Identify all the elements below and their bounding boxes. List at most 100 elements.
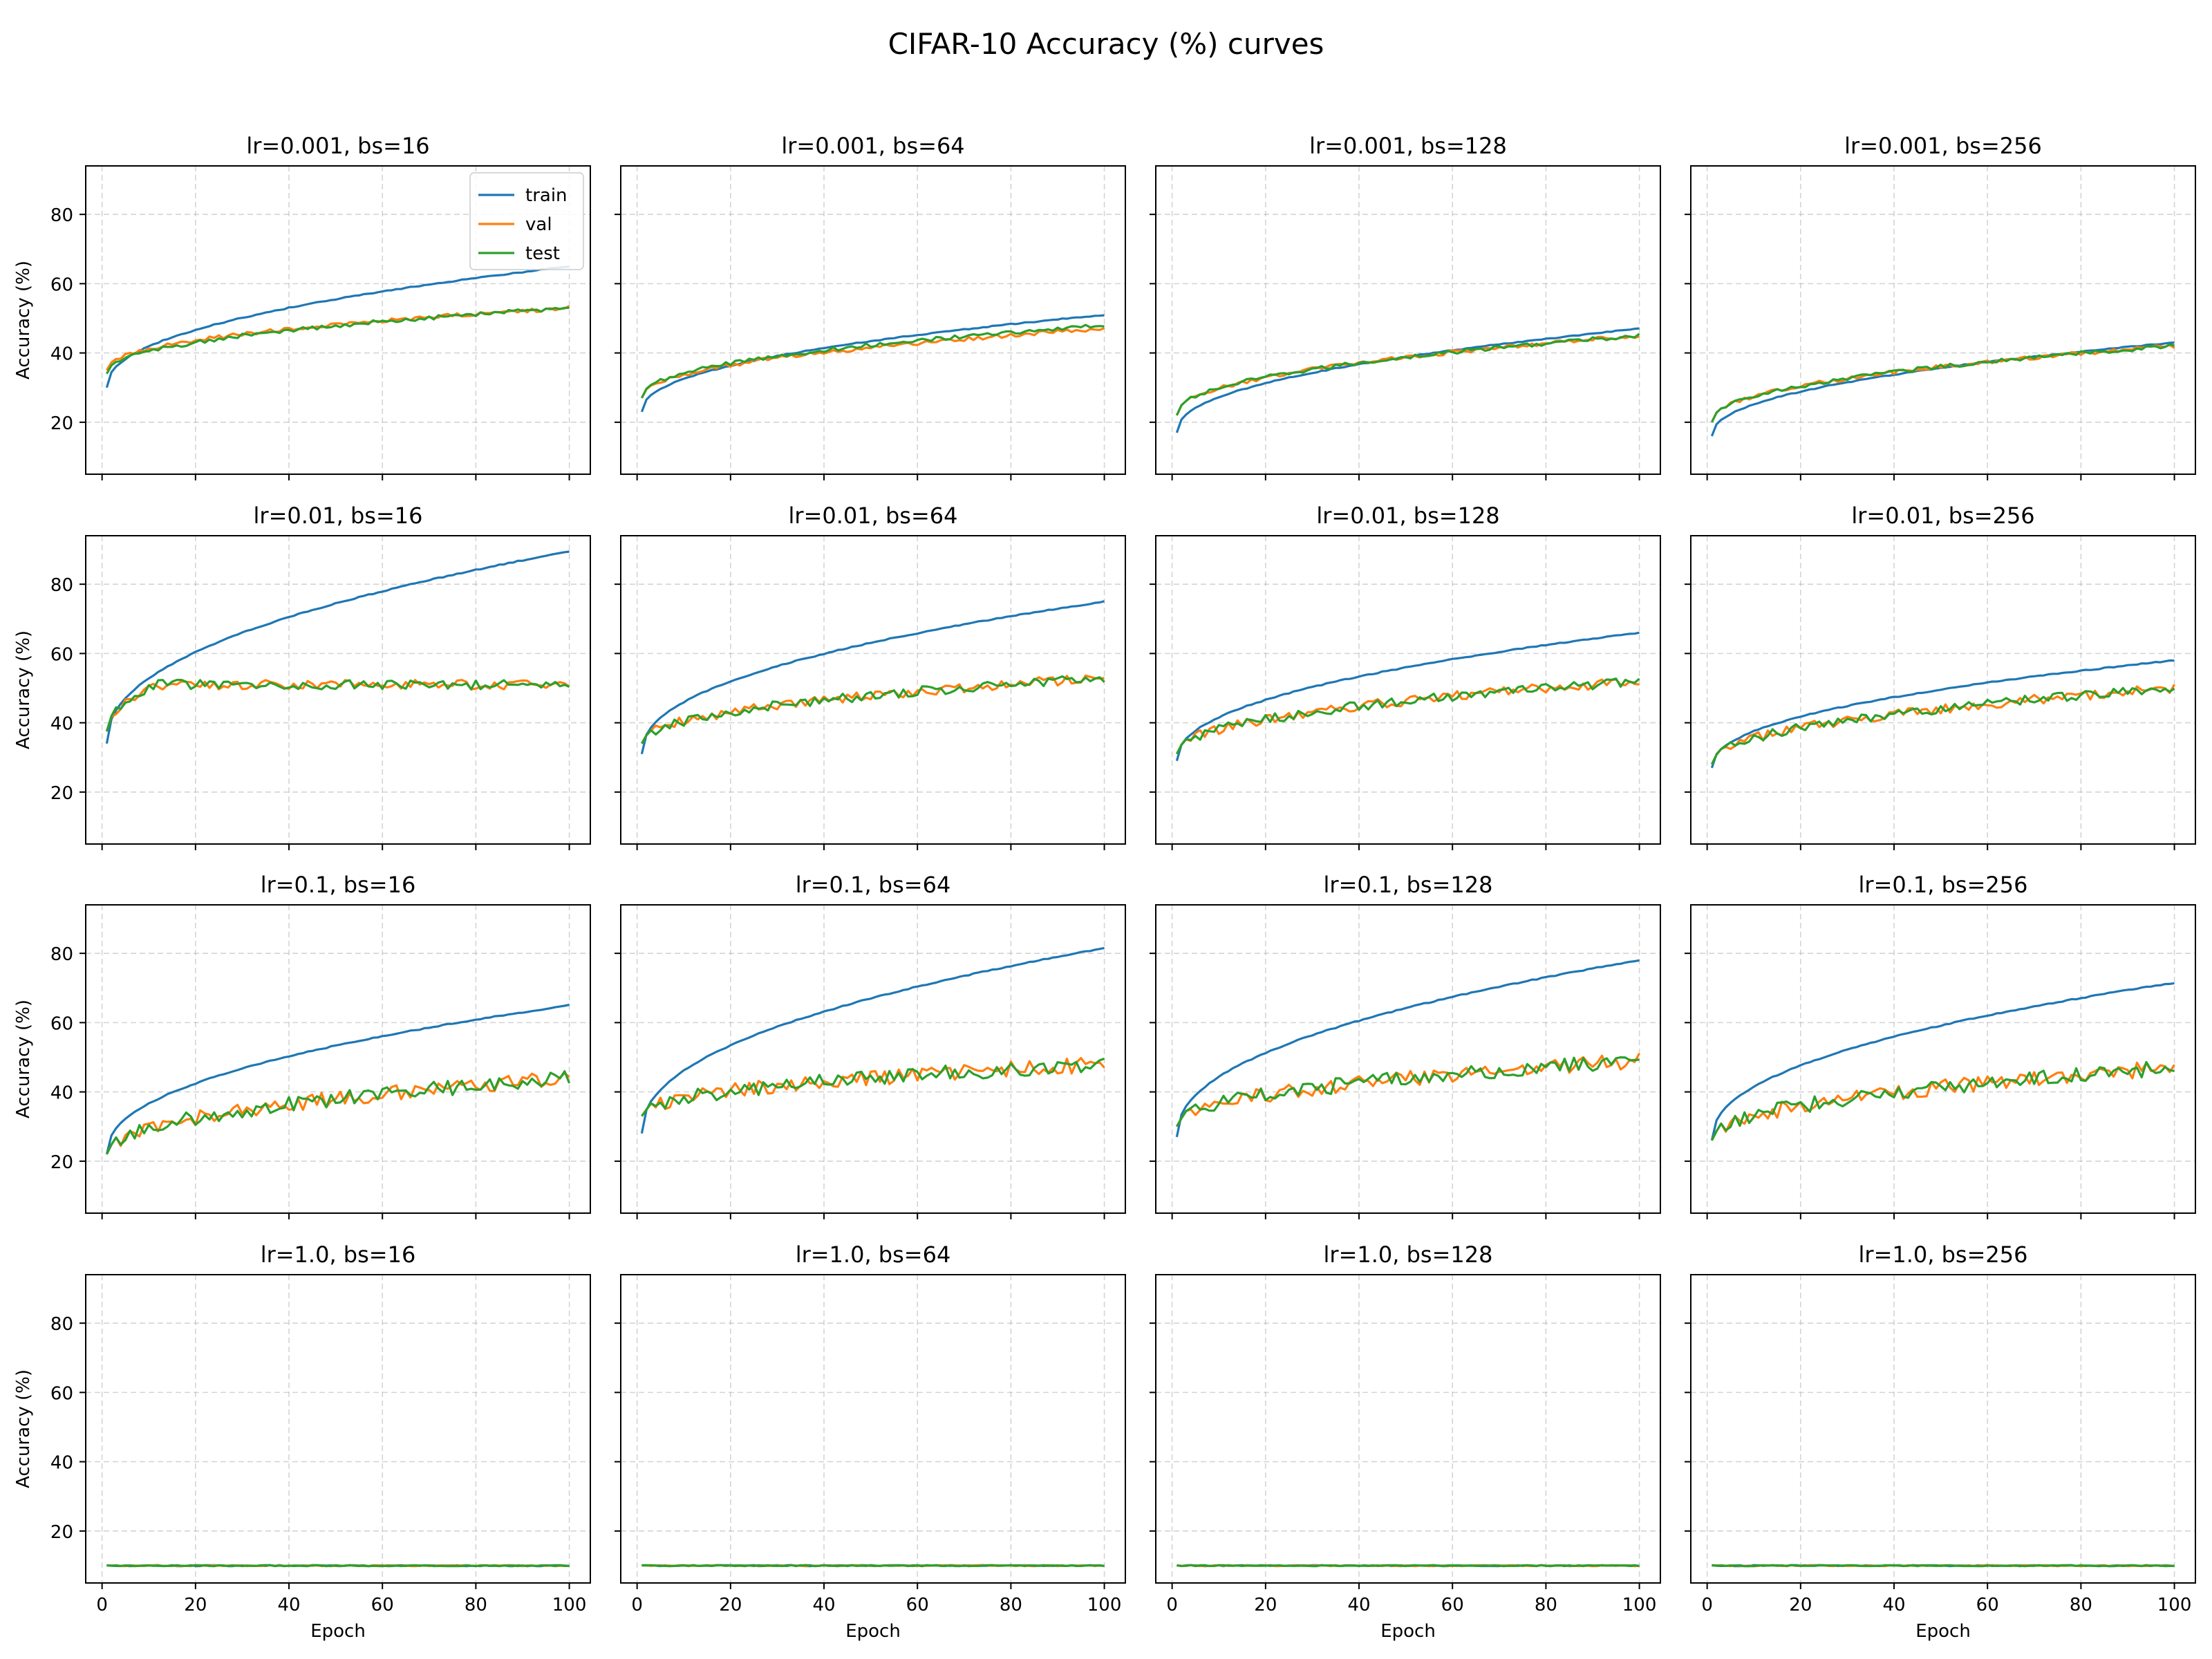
subplot-title: lr=1.0, bs=64 (796, 1241, 951, 1268)
series-line-train (640, 946, 1105, 1134)
x-tick-label: 0 (1701, 1595, 1713, 1615)
subplot-grid: lr=0.001, bs=16 20 40 60 80 Accuracy (%) train… (13, 133, 2196, 1642)
series-line-val (105, 1071, 570, 1155)
subplot: lr=1.0, bs=16 20 40 60 80 Accuracy (%) 0 20 40 60… (13, 1241, 591, 1642)
x-axis-label: Epoch (1915, 1621, 1971, 1642)
y-tick-label: 20 (50, 1522, 73, 1543)
axes-frame (620, 904, 1126, 1214)
series-line-train (1710, 982, 2175, 1141)
y-tick-label: 20 (50, 413, 73, 434)
x-tick-label: 60 (1441, 1595, 1464, 1615)
subplot: lr=0.001, bs=16 20 40 60 80 Accuracy (%) train… (13, 133, 591, 480)
axes-frame (1690, 1274, 2196, 1584)
x-axis-label: Epoch (845, 1621, 901, 1642)
x-tick-label: 80 (1535, 1595, 1557, 1615)
x-tick-label: 60 (906, 1595, 929, 1615)
x-tick-label: 20 (184, 1595, 207, 1615)
subplot-title: lr=0.001, bs=16 (246, 133, 429, 159)
subplot-title: lr=0.01, bs=128 (1316, 503, 1499, 529)
series-line-test (106, 306, 570, 375)
axes-frame (620, 535, 1126, 845)
axes-frame (85, 904, 591, 1214)
series-line-test (641, 675, 1105, 744)
subplot: lr=0.1, bs=64 (615, 872, 1126, 1219)
series-line-train (640, 314, 1105, 413)
subplot: lr=0.01, bs=16 20 40 60 80 Accuracy (%) (13, 503, 591, 850)
y-tick-label: 60 (50, 644, 73, 665)
legend-box (469, 172, 584, 270)
y-tick-label: 80 (50, 1314, 73, 1335)
x-axis-label: Epoch (310, 1621, 366, 1642)
series-line-test (106, 1564, 570, 1568)
x-tick-label: 20 (1789, 1595, 1812, 1615)
series-line-val (640, 327, 1105, 399)
x-tick-label: 80 (465, 1595, 487, 1615)
x-tick-label: 60 (1976, 1595, 1999, 1615)
y-axis-label: Accuracy (%) (13, 261, 34, 379)
y-tick-label: 20 (50, 1152, 73, 1173)
series-line-test (641, 1564, 1105, 1568)
series-line-train (105, 550, 570, 744)
series-line-train (1175, 631, 1640, 762)
y-tick-label: 40 (50, 714, 73, 735)
subplot: lr=0.1, bs=128 (1150, 872, 1661, 1219)
y-tick-label: 40 (50, 344, 73, 365)
y-axis-label: Accuracy (%) (13, 1000, 34, 1118)
series-line-val (1176, 1053, 1641, 1127)
legend-label: test (525, 243, 560, 264)
x-tick-label: 80 (2070, 1595, 2092, 1615)
axes-frame (1155, 535, 1661, 845)
axes-frame (620, 165, 1126, 475)
subplot: lr=1.0, bs=256 0 20 40 60 80 100 Epoch (1685, 1241, 2196, 1642)
series-line-val (641, 674, 1105, 744)
legend: train val test (469, 172, 584, 270)
x-tick-label: 100 (2157, 1595, 2192, 1615)
y-tick-label: 40 (50, 1083, 73, 1104)
series-line-train (105, 265, 570, 388)
series-line-test (641, 1057, 1105, 1117)
x-axis-label: Epoch (1380, 1621, 1436, 1642)
series-line-test (1710, 686, 2175, 765)
y-tick-label: 60 (50, 274, 73, 295)
series-line-test (105, 1070, 571, 1155)
y-tick-label: 80 (50, 944, 73, 965)
axes-frame (85, 165, 591, 475)
subplot-title: lr=0.001, bs=128 (1309, 133, 1507, 159)
legend-label: train (525, 185, 568, 206)
axes-frame (85, 535, 591, 845)
x-tick-label: 20 (1254, 1595, 1277, 1615)
series-line-val (641, 1057, 1105, 1117)
subplot: lr=1.0, bs=64 0 20 40 60 80 100 Epoch (615, 1241, 1126, 1642)
series-line-test (1175, 677, 1640, 755)
subplot-title: lr=0.001, bs=256 (1844, 133, 2042, 159)
series-line-test (640, 324, 1105, 399)
y-tick-label: 20 (50, 783, 73, 804)
x-tick-label: 40 (1347, 1595, 1370, 1615)
x-tick-label: 40 (277, 1595, 300, 1615)
subplot-title: lr=0.001, bs=64 (781, 133, 964, 159)
axes-frame (1690, 165, 2196, 475)
series-line-train (105, 1004, 570, 1155)
series-line-test (1176, 1056, 1640, 1127)
axes-frame (1690, 904, 2196, 1214)
axes-frame (1155, 1274, 1661, 1584)
subplot: lr=0.1, bs=256 (1685, 872, 2196, 1219)
x-tick-label: 80 (1000, 1595, 1022, 1615)
axes-frame (620, 1274, 1126, 1584)
series-line-test (105, 679, 570, 732)
series-line-train (640, 600, 1105, 755)
subplot-title: lr=0.01, bs=256 (1851, 503, 2034, 529)
series-line-test (1175, 332, 1640, 416)
subplot: lr=1.0, bs=128 0 20 40 60 80 100 Epoch (1150, 1241, 1661, 1642)
x-tick-label: 100 (552, 1595, 587, 1615)
y-tick-label: 80 (50, 205, 73, 226)
subplot: lr=0.001, bs=64 (615, 133, 1126, 480)
x-tick-label: 0 (1166, 1595, 1178, 1615)
subplot-title: lr=0.1, bs=128 (1324, 872, 1493, 898)
y-axis-label: Accuracy (%) (13, 1369, 34, 1488)
subplot-title: lr=0.1, bs=64 (796, 872, 951, 898)
series-line-test (1177, 1564, 1640, 1568)
subplot: lr=0.01, bs=256 (1685, 503, 2196, 850)
subplot: lr=0.01, bs=64 (615, 503, 1126, 850)
